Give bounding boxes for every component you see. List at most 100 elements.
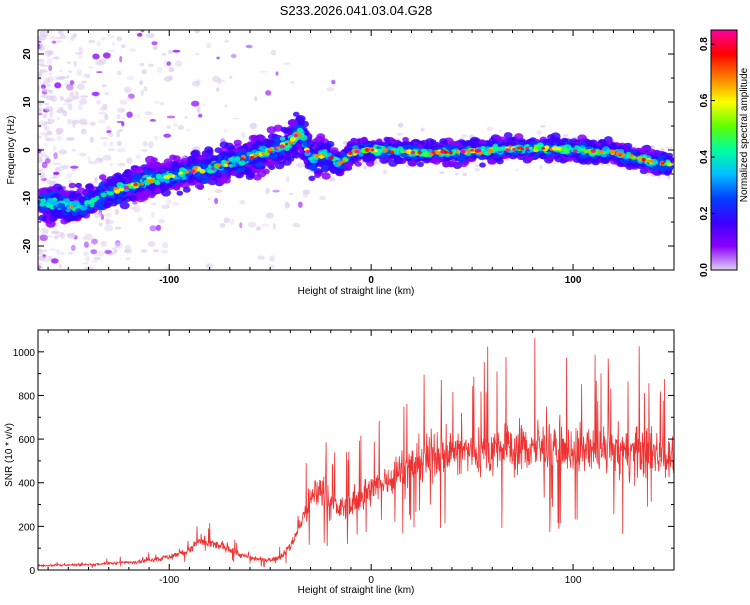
amplitude-blob bbox=[267, 161, 276, 167]
amplitude-speckle bbox=[82, 236, 87, 241]
amplitude-speckle bbox=[59, 251, 65, 255]
amplitude-speckle bbox=[87, 155, 91, 163]
amplitude-speckle bbox=[139, 62, 145, 67]
amplitude-speckle bbox=[288, 192, 294, 196]
amplitude-speckle bbox=[177, 125, 184, 131]
spectrogram-amplitude-field bbox=[38, 30, 674, 270]
amplitude-speckle bbox=[88, 160, 97, 165]
amplitude-speckle bbox=[66, 61, 71, 65]
amplitude-blob bbox=[171, 161, 179, 168]
amplitude-speckle bbox=[249, 122, 257, 129]
amplitude-speckle bbox=[77, 103, 83, 111]
amplitude-blob bbox=[90, 190, 98, 197]
amplitude-speckle bbox=[109, 163, 113, 166]
amplitude-speckle bbox=[163, 133, 172, 138]
amplitude-speckle bbox=[96, 100, 101, 105]
amplitude-blob bbox=[194, 182, 204, 190]
amplitude-speckle bbox=[646, 172, 649, 176]
amplitude-speckle bbox=[49, 248, 57, 251]
amplitude-speckle bbox=[141, 30, 145, 33]
amplitude-blob bbox=[449, 159, 458, 167]
amplitude-speckle bbox=[74, 90, 80, 97]
amplitude-speckle bbox=[73, 60, 77, 67]
amplitude-speckle bbox=[86, 245, 91, 248]
amplitude-blob bbox=[295, 115, 306, 123]
amplitude-speckle bbox=[265, 187, 270, 195]
amplitude-speckle bbox=[230, 218, 235, 225]
amplitude-speckle bbox=[196, 106, 201, 113]
amplitude-speckle bbox=[100, 214, 104, 221]
amplitude-speckle bbox=[56, 248, 60, 256]
amplitude-speckle bbox=[319, 195, 326, 201]
amplitude-speckle bbox=[461, 134, 468, 138]
amplitude-speckle bbox=[247, 221, 257, 228]
amplitude-blob bbox=[64, 214, 73, 222]
amplitude-speckle bbox=[59, 107, 65, 113]
amplitude-speckle bbox=[168, 75, 173, 81]
amplitude-speckle bbox=[88, 39, 96, 44]
amplitude-blob bbox=[580, 141, 586, 146]
amplitude-speckle bbox=[101, 37, 107, 41]
amplitude-speckle bbox=[268, 264, 276, 269]
amplitude-speckle bbox=[56, 37, 62, 40]
amplitude-speckle bbox=[102, 154, 112, 161]
amplitude-speckle bbox=[137, 217, 143, 222]
amplitude-speckle bbox=[214, 188, 223, 194]
amplitude-speckle bbox=[38, 158, 43, 162]
amplitude-speckle bbox=[66, 75, 70, 79]
amplitude-speckle bbox=[56, 128, 61, 136]
amplitude-speckle bbox=[104, 224, 114, 232]
amplitude-speckle bbox=[223, 217, 231, 224]
amplitude-speckle bbox=[108, 35, 116, 38]
amplitude-speckle bbox=[109, 141, 114, 148]
amplitude-speckle bbox=[126, 157, 133, 164]
amplitude-speckle bbox=[158, 218, 165, 224]
amplitude-speckle bbox=[99, 137, 109, 140]
amplitude-blob bbox=[429, 139, 437, 145]
amplitude-speckle bbox=[140, 249, 148, 253]
amplitude-speckle bbox=[217, 78, 222, 85]
amplitude-speckle bbox=[230, 53, 237, 59]
amplitude-speckle bbox=[206, 42, 212, 49]
amplitude-blob bbox=[132, 172, 142, 180]
amplitude-blob bbox=[122, 171, 131, 179]
amplitude-speckle bbox=[111, 41, 115, 46]
amplitude-speckle bbox=[39, 266, 44, 269]
amplitude-speckle bbox=[272, 223, 276, 230]
amplitude-speckle bbox=[164, 266, 170, 270]
amplitude-speckle bbox=[48, 72, 53, 76]
amplitude-speckle bbox=[117, 107, 126, 113]
amplitude-speckle bbox=[52, 162, 61, 165]
amplitude-speckle bbox=[270, 49, 277, 56]
amplitude-speckle bbox=[146, 33, 155, 39]
amplitude-blob bbox=[383, 136, 391, 142]
amplitude-speckle bbox=[216, 56, 220, 60]
amplitude-speckle bbox=[42, 113, 47, 119]
amplitude-blob bbox=[273, 136, 281, 143]
amplitude-speckle bbox=[152, 249, 159, 253]
amplitude-blob bbox=[121, 178, 127, 183]
amplitude-blob bbox=[76, 187, 86, 195]
amplitude-blob bbox=[262, 168, 270, 175]
amplitude-speckle bbox=[38, 168, 44, 172]
amplitude-speckle bbox=[127, 93, 135, 99]
amplitude-speckle bbox=[498, 129, 502, 132]
amplitude-blob bbox=[190, 149, 201, 157]
amplitude-speckle bbox=[99, 107, 108, 111]
amplitude-speckle bbox=[39, 172, 46, 179]
amplitude-blob bbox=[143, 169, 150, 174]
amplitude-speckle bbox=[69, 92, 75, 97]
amplitude-speckle bbox=[53, 152, 58, 160]
amplitude-speckle bbox=[66, 84, 74, 91]
amplitude-speckle bbox=[84, 233, 93, 241]
amplitude-speckle bbox=[148, 141, 154, 149]
amplitude-speckle bbox=[76, 83, 85, 90]
amplitude-blob bbox=[206, 148, 214, 154]
amplitude-speckle bbox=[397, 132, 403, 136]
amplitude-speckle bbox=[439, 171, 445, 174]
amplitude-speckle bbox=[125, 257, 131, 260]
amplitude-speckle bbox=[302, 189, 311, 195]
amplitude-speckle bbox=[194, 53, 200, 56]
